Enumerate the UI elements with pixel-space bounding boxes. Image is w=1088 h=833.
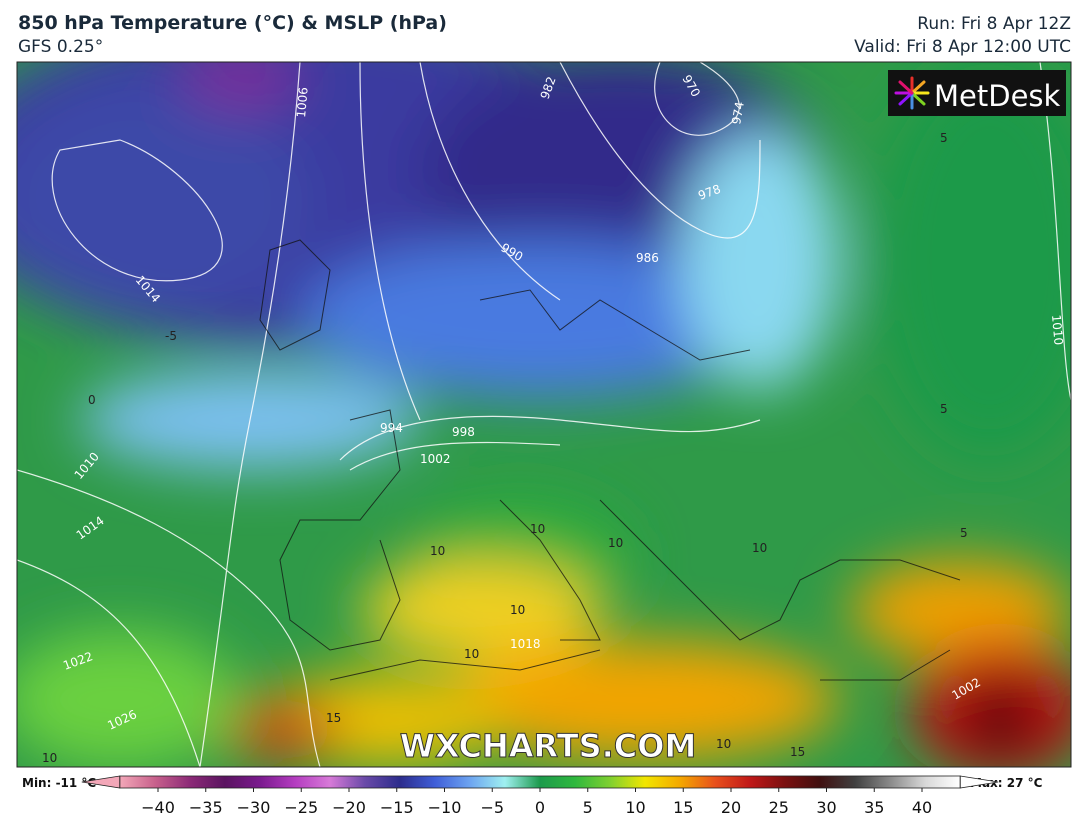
isotherm-label: 5 (960, 526, 968, 540)
colorbar-tick-label: 15 (673, 798, 693, 817)
colorbar-tick-label: −40 (141, 798, 175, 817)
isobar-label: 1010 (1049, 314, 1066, 346)
isotherm-label: 10 (430, 544, 445, 558)
isobar-label: 986 (636, 251, 659, 265)
subtitle: GFS 0.25° (18, 37, 104, 57)
colorbar-tick-label: −20 (332, 798, 366, 817)
isobar-label: 1018 (510, 637, 541, 651)
colorbar-tick-label: 40 (912, 798, 932, 817)
colorbar-min: Min: -11 °C (22, 776, 96, 790)
isotherm-label: 10 (464, 647, 479, 661)
isotherm-label: 10 (608, 536, 623, 550)
isotherm-label: 10 (42, 751, 57, 765)
colorbar: Min: -11 °C Max: 27 °C −40 −35 −30 −25 −20 −1… (22, 775, 1043, 817)
logo-box: MetDesk (888, 70, 1066, 116)
isobar-lines (17, 62, 1071, 767)
map-field: 1006 982 970 974 978 986 990 1014 1010 9… (17, 62, 1071, 767)
isobar-label: 998 (452, 425, 475, 439)
colorbar-max: Max: 27 °C (970, 776, 1043, 790)
map-frame (16, 61, 1072, 768)
isotherm-label: 10 (716, 737, 731, 751)
coastlines (259, 239, 961, 681)
colorbar-tick-label: 20 (721, 798, 741, 817)
isotherm-label: 10 (752, 541, 767, 555)
isotherm-label: 15 (790, 745, 805, 759)
title: 850 hPa Temperature (°C) & MSLP (hPa) (18, 12, 447, 34)
colorbar-tick-label: 10 (625, 798, 645, 817)
colorbar-fill (119, 776, 961, 788)
isobar-label: 1002 (420, 452, 451, 466)
isobar-label: 1006 (294, 87, 311, 119)
colorbar-tick-label: −35 (189, 798, 223, 817)
isotherm-label: 0 (88, 393, 96, 407)
colorbar-tick-label: 0 (535, 798, 545, 817)
colorbar-tick-label: 25 (769, 798, 789, 817)
colorbar-tick-label: 5 (583, 798, 593, 817)
isotherm-label: 10 (510, 603, 525, 617)
colorbar-tick-label: −10 (428, 798, 462, 817)
isotherm-label: 5 (940, 131, 948, 145)
colorbar-tick-label: −5 (480, 798, 504, 817)
colorbar-tick-label: −25 (284, 798, 318, 817)
isobar-label: 974 (729, 101, 747, 126)
valid-time: Valid: Fri 8 Apr 12:00 UTC (854, 37, 1071, 57)
watermark: WXCHARTS.COM (400, 727, 697, 765)
isotherm-label: -5 (165, 329, 177, 343)
run-time: Run: Fri 8 Apr 12Z (917, 14, 1071, 34)
isotherm-label: 10 (530, 522, 545, 536)
logo-text: MetDesk (934, 79, 1061, 113)
colorbar-tick-label: −30 (237, 798, 271, 817)
colorbar-tick-label: −15 (380, 798, 414, 817)
isobar-label: 994 (380, 421, 403, 435)
isotherm-label: 5 (940, 402, 948, 416)
colorbar-tick-label: 30 (816, 798, 836, 817)
colorbar-tick-label: 35 (864, 798, 884, 817)
isotherm-label: 15 (326, 711, 341, 725)
